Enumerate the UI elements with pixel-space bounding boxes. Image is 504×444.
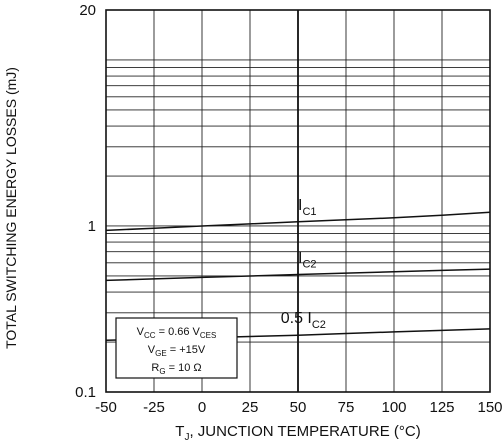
x-tick-label: 0: [198, 399, 206, 416]
x-tick-label: 25: [242, 399, 259, 416]
test-condition-line: RG = 10 Ω: [151, 362, 201, 376]
y-tick-label: 1: [88, 218, 96, 235]
tick-labels: -50 -25 0 25 50 75 100 125 150 20 1 0.1: [75, 2, 502, 416]
cond-value: = 10 Ω: [166, 362, 202, 374]
test-conditions-frame: [115, 317, 238, 379]
curve-label-3: 0.5 IC2: [281, 310, 326, 331]
cond-subscript-2: CES: [200, 331, 216, 340]
cond-value: = 0.66 V: [156, 326, 201, 338]
curve-label-sub: C2: [312, 319, 326, 331]
curve-label-main: I: [298, 250, 302, 267]
curve-label-prefix: 0.5: [281, 310, 308, 327]
x-tick-label: -50: [95, 399, 117, 416]
x-axis-label-main: T: [175, 423, 184, 440]
series-line-1: [105, 211, 491, 232]
curve-label-sub: C1: [302, 206, 316, 218]
cond-value: = +15V: [167, 344, 206, 356]
curve-label-1: IC1: [298, 197, 317, 218]
y-axis-label: TOTAL SWITCHING ENERGY LOSSES (mJ): [3, 67, 19, 349]
test-condition-line: VGE = +15V: [148, 344, 206, 358]
x-tick-label: 100: [381, 399, 406, 416]
x-tick-label: 150: [477, 399, 502, 416]
cond-subscript: CC: [144, 331, 156, 340]
cond-symbol: V: [148, 344, 156, 356]
x-axis-label-sub: J: [184, 432, 189, 443]
x-tick-label: 125: [429, 399, 454, 416]
curve-label-main: I: [298, 197, 302, 214]
x-axis-label-rest: , JUNCTION TEMPERATURE (°C): [189, 423, 420, 440]
curve-label-sub: C2: [302, 259, 316, 271]
y-tick-label: 20: [79, 2, 96, 19]
cond-symbol: V: [137, 326, 145, 338]
x-axis-label: TJ, JUNCTION TEMPERATURE (°C): [175, 423, 420, 443]
x-tick-label: 75: [338, 399, 355, 416]
x-tick-label: 50: [290, 399, 307, 416]
series-line-2: [105, 268, 491, 282]
cond-symbol: R: [151, 362, 159, 374]
test-condition-line: VCC = 0.66 VCES: [137, 326, 217, 340]
cond-subscript: GE: [155, 349, 167, 358]
y-tick-label: 0.1: [75, 384, 96, 401]
curve-label-2: IC2: [298, 250, 317, 271]
curve-label-main: I: [307, 310, 311, 327]
cond-subscript: G: [159, 367, 165, 376]
x-tick-label: -25: [143, 399, 165, 416]
